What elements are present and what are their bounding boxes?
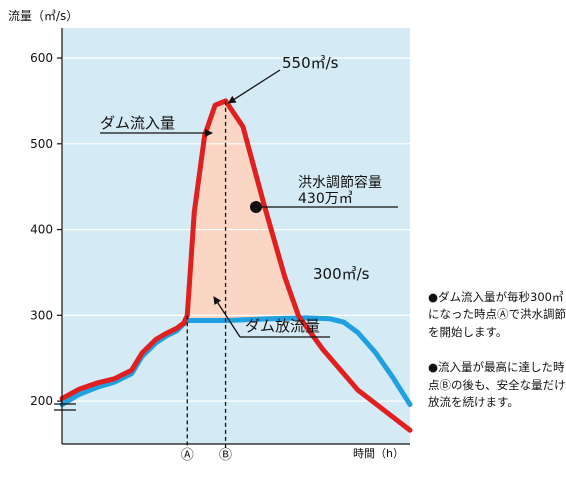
y-tick-label: 500 bbox=[30, 137, 53, 151]
outflow-arrow bbox=[213, 296, 241, 338]
note-after-peak: ●流入量が最高に達した時点Ⓑの後も、安全な量だけ放流を続けます。 bbox=[428, 359, 566, 410]
inflow-line bbox=[59, 98, 413, 433]
y-tick-label: 200 bbox=[30, 394, 53, 408]
inflow-label: ダム流入量 bbox=[100, 114, 175, 132]
axis-break-mark bbox=[54, 403, 76, 411]
storage-value: 430万㎥ bbox=[298, 191, 353, 207]
threshold-label: 300㎥/s bbox=[313, 265, 370, 283]
storage-dot bbox=[250, 201, 262, 213]
x-axis-label: 時間（h） bbox=[353, 447, 404, 460]
explanation-notes: ●ダム流入量が毎秒300㎥になった時点Ⓐで洪水調節を開始します。 ●流入量が最高… bbox=[428, 271, 566, 429]
storage-title: 洪水調節容量 bbox=[298, 174, 382, 191]
y-tick-label: 600 bbox=[30, 51, 53, 65]
flood-storage-area bbox=[187, 100, 299, 321]
peak-arrow bbox=[227, 69, 281, 104]
outflow-label: ダム放流量 bbox=[245, 317, 320, 335]
y-tick-label: 400 bbox=[30, 223, 53, 237]
marker-b-label: Ⓑ bbox=[219, 448, 232, 463]
y-tick-label: 300 bbox=[30, 308, 53, 322]
peak-label: 550㎥/s bbox=[282, 54, 339, 72]
note-start-control: ●ダム流入量が毎秒300㎥になった時点Ⓐで洪水調節を開始します。 bbox=[428, 289, 566, 339]
y-axis-label: 流量（㎥/s） bbox=[8, 9, 78, 23]
marker-a-label: Ⓐ bbox=[181, 448, 194, 463]
